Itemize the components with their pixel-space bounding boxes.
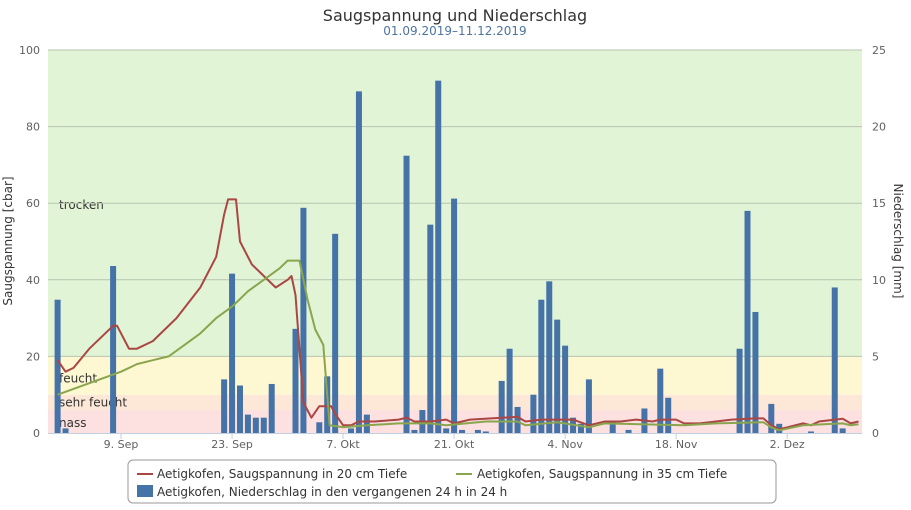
- left-tick-label: 60: [26, 197, 40, 210]
- x-tick-label: 2. Dez: [770, 438, 805, 451]
- precip-bar[interactable]: [459, 429, 466, 433]
- precip-bar[interactable]: [300, 207, 307, 433]
- right-axis-title: Niederschlag [mm]: [891, 184, 905, 299]
- precip-bar[interactable]: [252, 417, 259, 433]
- legend-item-35cm[interactable]: Aetigkofen, Saugspannung in 35 cm Tiefe: [456, 467, 727, 481]
- precip-bar[interactable]: [839, 428, 846, 433]
- precip-bar[interactable]: [752, 311, 759, 433]
- precip-bar[interactable]: [221, 379, 228, 433]
- precip-bar[interactable]: [482, 431, 489, 433]
- legend: Aetigkofen, Saugspannung in 20 cm Tiefe …: [127, 459, 777, 504]
- precip-bar[interactable]: [657, 368, 664, 433]
- left-tick-label: 20: [26, 350, 40, 363]
- right-tick-label: 10: [872, 274, 886, 287]
- precip-bar[interactable]: [514, 406, 521, 433]
- precip-bar[interactable]: [236, 385, 243, 433]
- precip-bar[interactable]: [625, 429, 632, 433]
- precip-bar[interactable]: [562, 345, 569, 433]
- precip-bar[interactable]: [451, 198, 458, 433]
- band-label: trocken: [59, 198, 104, 212]
- x-tick-label: 18. Nov: [655, 438, 698, 451]
- precip-bar[interactable]: [736, 348, 743, 433]
- chart-subtitle: 01.09.2019–11.12.2019: [383, 24, 526, 38]
- precip-bar[interactable]: [530, 394, 537, 433]
- precip-bar[interactable]: [244, 414, 251, 433]
- precip-bar[interactable]: [332, 233, 339, 433]
- series-line[interactable]: [57, 259, 859, 432]
- precip-bar[interactable]: [348, 428, 355, 433]
- left-axis-title: Saugspannung [cbar]: [1, 176, 15, 305]
- right-tick-label: 5: [872, 350, 879, 363]
- precip-bar[interactable]: [355, 91, 362, 433]
- precip-bar[interactable]: [260, 417, 267, 433]
- precip-bar[interactable]: [577, 423, 584, 433]
- left-tick-label: 0: [33, 427, 40, 440]
- series-line[interactable]: [56, 198, 859, 431]
- chart-title: Saugspannung und Niederschlag: [323, 6, 587, 25]
- right-tick-label: 25: [872, 44, 886, 57]
- precip-bar[interactable]: [292, 328, 299, 433]
- left-tick-label: 80: [26, 121, 40, 134]
- precip-bar[interactable]: [110, 266, 117, 433]
- x-tick-label: 23. Sep: [211, 438, 253, 451]
- precip-bar[interactable]: [585, 379, 592, 433]
- precip-bar[interactable]: [807, 431, 814, 433]
- legend-label: Aetigkofen, Niederschlag in den vergange…: [157, 485, 507, 499]
- precip-bar[interactable]: [506, 348, 513, 433]
- x-tick-label: 7. Okt: [326, 438, 360, 451]
- precip-bar[interactable]: [268, 383, 275, 433]
- legend-item-precip[interactable]: Aetigkofen, Niederschlag in den vergange…: [137, 485, 507, 499]
- precip-bar[interactable]: [435, 80, 442, 433]
- right-tick-label: 20: [872, 121, 886, 134]
- precip-bar[interactable]: [831, 287, 838, 433]
- precip-bar[interactable]: [403, 155, 410, 433]
- right-tick-label: 15: [872, 197, 886, 210]
- precip-bar[interactable]: [474, 429, 481, 433]
- legend-label: Aetigkofen, Saugspannung in 20 cm Tiefe: [157, 467, 407, 481]
- precip-bar[interactable]: [554, 319, 561, 433]
- precip-bar[interactable]: [498, 380, 505, 433]
- legend-item-20cm[interactable]: Aetigkofen, Saugspannung in 20 cm Tiefe: [137, 467, 407, 481]
- precip-bar[interactable]: [768, 403, 775, 433]
- legend-label: Aetigkofen, Saugspannung in 35 cm Tiefe: [477, 467, 727, 481]
- precip-bar[interactable]: [443, 428, 450, 433]
- left-tick-label: 100: [19, 44, 40, 57]
- precip-bar[interactable]: [229, 273, 236, 433]
- precip-bar[interactable]: [546, 281, 553, 433]
- band-label: nass: [59, 416, 86, 430]
- precip-bar[interactable]: [62, 428, 69, 433]
- precip-bar[interactable]: [744, 210, 751, 433]
- precip-bar[interactable]: [363, 414, 370, 433]
- precip-bar[interactable]: [538, 299, 545, 433]
- precip-bar[interactable]: [665, 397, 672, 433]
- precip-bar[interactable]: [411, 429, 418, 433]
- band-label: sehr feucht: [59, 396, 127, 410]
- x-tick-label: 9. Sep: [104, 438, 139, 451]
- left-tick-label: 40: [26, 274, 40, 287]
- precip-bar[interactable]: [54, 299, 61, 433]
- x-tick-label: 4. Nov: [547, 438, 583, 451]
- precip-bar[interactable]: [316, 422, 323, 433]
- right-tick-label: 0: [872, 427, 879, 440]
- band-label: feucht: [59, 371, 97, 385]
- precip-bar[interactable]: [427, 224, 434, 433]
- precip-bar[interactable]: [609, 420, 616, 433]
- x-tick-label: 21. Okt: [434, 438, 475, 451]
